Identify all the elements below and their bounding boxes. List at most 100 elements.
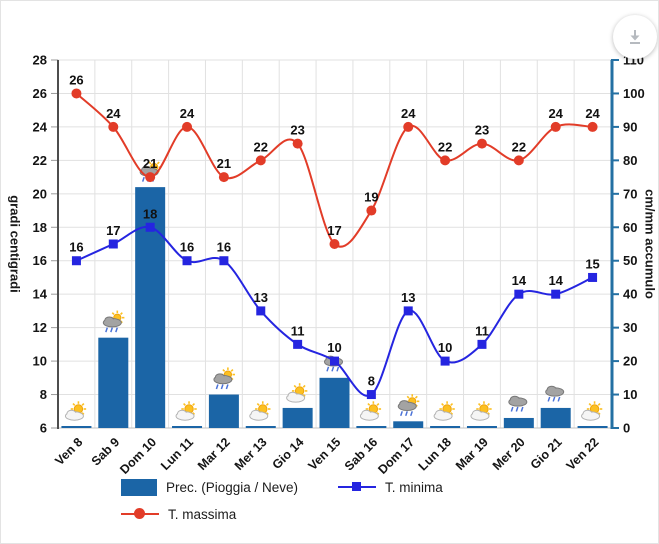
- prec-bar[interactable]: [393, 421, 424, 428]
- y-axis-left-title: gradi centigradi: [7, 195, 23, 293]
- t-minima-data-label: 11: [291, 323, 305, 338]
- y-axis-right-tick-label: 40: [623, 287, 637, 302]
- weather-icon-partly: [470, 401, 492, 421]
- t-massima-data-label: 22: [438, 139, 452, 154]
- prec-bar[interactable]: [430, 426, 461, 428]
- prec-bar[interactable]: [503, 417, 534, 428]
- t-massima-data-label: 24: [180, 106, 195, 121]
- weather-icon-partly: [249, 401, 271, 421]
- y-axis-left-tick-label: 28: [33, 53, 47, 68]
- legend-item-t-minima[interactable]: T. minima: [338, 478, 443, 496]
- weather-icon-partly: [581, 401, 603, 421]
- t-minima-point[interactable]: [71, 256, 81, 266]
- prec-bar[interactable]: [245, 426, 276, 428]
- t-massima-point[interactable]: [440, 155, 451, 166]
- legend-item-t-massima[interactable]: T. massima: [121, 505, 236, 523]
- prec-bar[interactable]: [540, 407, 571, 428]
- t-minima-data-label: 10: [438, 340, 452, 355]
- weather-icon-partly: [359, 401, 382, 421]
- weather-icon-rain: [545, 385, 565, 402]
- prec-bar[interactable]: [61, 426, 92, 428]
- t-massima-point[interactable]: [403, 121, 414, 132]
- t-minima-data-label: 16: [180, 240, 194, 255]
- t-minima-point[interactable]: [403, 306, 413, 316]
- t-massima-point[interactable]: [71, 88, 82, 99]
- t-massima-point[interactable]: [329, 239, 340, 249]
- weather-icon-rain-sun: [213, 367, 235, 390]
- t-minima-point[interactable]: [219, 256, 229, 266]
- t-massima-point[interactable]: [255, 155, 266, 166]
- prec-bar[interactable]: [282, 407, 313, 428]
- t-minima-data-label: 10: [327, 340, 341, 355]
- t-minima-data-label: 11: [475, 323, 489, 338]
- t-minima-point[interactable]: [366, 390, 376, 400]
- t-minima-point[interactable]: [477, 339, 487, 349]
- y-axis-right-tick-label: 100: [623, 86, 645, 101]
- y-axis-left-tick-label: 8: [40, 387, 47, 402]
- t-minima-data-label: 13: [401, 290, 415, 305]
- t-massima-point[interactable]: [145, 172, 156, 183]
- legend-swatch-prec: [121, 478, 157, 496]
- weather-icon-partly: [433, 401, 455, 421]
- y-axis-right-tick-label: 60: [623, 220, 637, 235]
- t-minima-point[interactable]: [330, 356, 339, 366]
- t-minima-data-label: 18: [143, 206, 157, 221]
- t-minima-point[interactable]: [256, 306, 266, 316]
- weather-icon-rain: [508, 395, 528, 412]
- t-massima-point[interactable]: [587, 121, 598, 132]
- t-minima-point[interactable]: [440, 356, 450, 366]
- t-massima-point[interactable]: [476, 138, 487, 149]
- t-massima-point[interactable]: [292, 138, 303, 149]
- t-minima-point[interactable]: [182, 256, 192, 266]
- t-minima-point[interactable]: [145, 222, 155, 232]
- t-massima-point[interactable]: [550, 121, 561, 132]
- y-axis-right-tick-label: 0: [623, 421, 630, 436]
- y-axis-right-tick-label: 20: [623, 354, 637, 369]
- y-axis-left-tick-label: 26: [33, 86, 47, 101]
- weather-icon-rain-sun: [397, 394, 420, 417]
- weather-icon-partly: [286, 383, 308, 403]
- prec-bar[interactable]: [466, 426, 497, 428]
- t-massima-data-label: 19: [364, 190, 378, 205]
- y-axis-left-tick-label: 22: [33, 153, 47, 168]
- y-axis-right-tick-label: 80: [623, 153, 637, 168]
- t-massima-point[interactable]: [513, 155, 524, 166]
- weather-chart-plot: 6 8 10 12 14 16 18 20 22 24 26 28 0 10 20 30 40 50 60 70 80 9…: [33, 53, 645, 477]
- y-axis-right-tick-label: 30: [623, 320, 637, 335]
- x-axis-label: Lun 18: [416, 435, 454, 473]
- y-axis-left-tick-label: 24: [33, 119, 48, 134]
- t-massima-point[interactable]: [182, 121, 193, 132]
- legend-item-prec[interactable]: Prec. (Pioggia / Neve): [121, 478, 298, 496]
- weather-icon-partly: [64, 401, 87, 421]
- t-minima-point[interactable]: [514, 289, 524, 299]
- weather-icon-rain-sun: [102, 310, 125, 333]
- prec-bar[interactable]: [208, 394, 239, 428]
- prec-bar[interactable]: [356, 426, 387, 428]
- t-minima-data-label: 16: [217, 240, 231, 255]
- legend-label-t-minima: T. minima: [385, 479, 443, 495]
- x-axis-label: Ven 8: [52, 435, 85, 468]
- y-axis-left-tick-label: 18: [33, 220, 47, 235]
- prec-bar[interactable]: [98, 337, 129, 428]
- prec-bar[interactable]: [577, 426, 608, 428]
- prec-bar[interactable]: [319, 377, 350, 428]
- t-massima-data-label: 17: [327, 223, 341, 238]
- t-minima-point[interactable]: [588, 272, 598, 282]
- t-massima-data-label: 22: [512, 139, 526, 154]
- t-massima-point[interactable]: [218, 172, 229, 183]
- t-massima-data-label: 23: [290, 123, 304, 138]
- x-axis-label: Sab 9: [89, 435, 123, 469]
- t-minima-point[interactable]: [551, 289, 561, 299]
- t-massima-point[interactable]: [366, 205, 377, 216]
- t-minima-data-label: 14: [512, 273, 527, 288]
- t-massima-point[interactable]: [108, 121, 119, 132]
- t-minima-data-label: 16: [69, 240, 83, 255]
- t-massima-data-label: 24: [585, 106, 600, 121]
- prec-bar[interactable]: [172, 426, 203, 428]
- download-button[interactable]: [613, 15, 657, 59]
- t-massima-data-label: 24: [106, 106, 121, 121]
- t-massima-data-label: 26: [69, 72, 83, 87]
- t-minima-point[interactable]: [293, 339, 303, 349]
- t-minima-point[interactable]: [108, 239, 118, 249]
- weather-icon-partly: [175, 401, 197, 421]
